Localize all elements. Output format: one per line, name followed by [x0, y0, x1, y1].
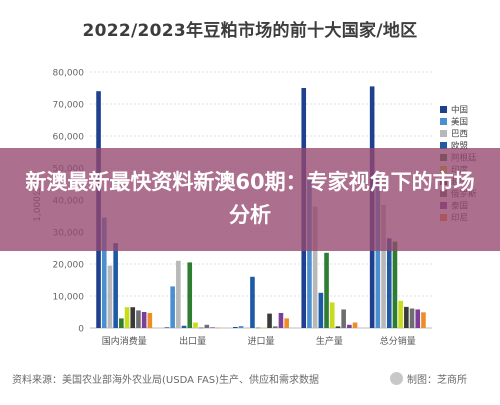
bar	[307, 179, 312, 328]
bar	[141, 312, 147, 328]
y-tick-label: 80,000	[53, 69, 85, 79]
bar	[329, 302, 335, 328]
bar	[386, 238, 392, 328]
bar	[284, 318, 289, 328]
bar	[101, 217, 107, 328]
bar	[278, 312, 284, 328]
bar	[381, 204, 386, 328]
logo-icon	[390, 372, 403, 385]
bar	[204, 324, 210, 328]
chart-credit: 制图：芝商所	[390, 371, 467, 386]
bar	[233, 327, 238, 328]
bar	[244, 327, 250, 329]
legend-swatch	[440, 118, 447, 125]
bar	[210, 327, 215, 328]
y-tick-label: 10,000	[53, 293, 85, 303]
bar	[335, 326, 341, 328]
legend-swatch	[440, 142, 447, 149]
bar	[312, 206, 318, 328]
x-tick-label: 总分销量	[380, 335, 416, 347]
bar	[147, 312, 153, 328]
bar	[409, 308, 415, 328]
y-tick-label: 0	[78, 325, 84, 335]
bar	[255, 327, 261, 329]
y-tick-label: 60,000	[53, 133, 85, 143]
x-tick-label: 生产量	[316, 335, 343, 347]
source-note: 资料来源：美国农业部海外农业局(USDA FAS)生产、供应和需求数据	[12, 375, 320, 386]
bar	[187, 262, 193, 328]
bar	[238, 326, 244, 328]
bar	[318, 292, 324, 328]
bar	[250, 276, 255, 328]
y-tick-label: 70,000	[53, 101, 85, 111]
bar	[375, 176, 381, 328]
headline-banner: 新澳最新最快资料新澳60期：专家视角下的市场分析	[0, 148, 500, 251]
legend-label: 欧盟	[451, 141, 469, 152]
bar	[181, 325, 187, 328]
legend-label: 巴西	[451, 130, 468, 140]
x-tick-label: 国内消费量	[102, 335, 147, 347]
x-tick-label: 进口量	[247, 336, 274, 347]
legend-swatch	[440, 130, 447, 137]
bar	[193, 322, 198, 328]
x-tick-label: 出口量	[179, 335, 206, 347]
bar	[398, 300, 403, 328]
chart-title: 2022/2023年豆粕市场的前十大国家/地区	[82, 21, 418, 41]
bar	[272, 326, 278, 328]
bar	[421, 312, 426, 328]
bar	[170, 286, 175, 328]
legend-label: 美国	[451, 117, 468, 128]
bar	[261, 327, 267, 329]
bar	[267, 313, 272, 328]
bar	[198, 327, 204, 329]
bar	[347, 324, 352, 328]
bar	[404, 306, 409, 328]
headline-text: 新澳最新最快资料新澳60期：专家视角下的市场分析	[25, 170, 475, 227]
bar	[164, 327, 170, 328]
bar	[341, 309, 346, 328]
bar	[352, 322, 358, 328]
bar	[130, 307, 136, 328]
bar	[176, 260, 181, 328]
legend-label: 中国	[451, 105, 468, 116]
legend-swatch	[440, 106, 447, 113]
credit-text: 制图：芝商所	[407, 375, 467, 386]
bar	[215, 327, 221, 329]
bar	[107, 265, 113, 328]
bar	[119, 318, 124, 328]
bar	[415, 309, 421, 328]
bar	[392, 241, 398, 328]
y-tick-label: 20,000	[53, 261, 85, 271]
bar	[324, 252, 329, 328]
bar	[124, 307, 130, 328]
bar	[113, 243, 118, 328]
bar	[136, 310, 141, 328]
